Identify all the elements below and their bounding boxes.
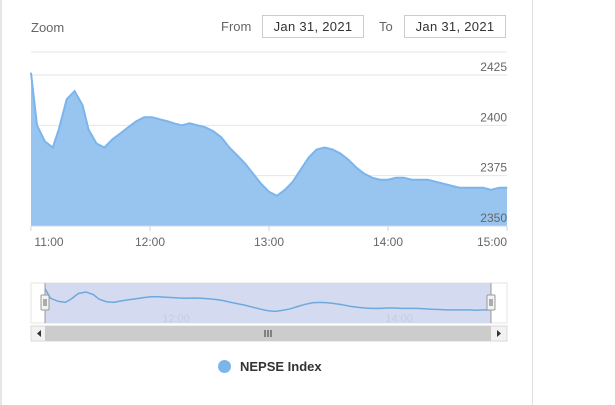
data-point (474, 187, 476, 189)
data-point (151, 116, 153, 118)
data-point (204, 126, 207, 128)
series-area (30, 72, 507, 226)
panel-border-left (0, 0, 2, 405)
data-point (466, 187, 468, 189)
data-point (355, 167, 357, 169)
data-point (276, 195, 278, 197)
data-point (316, 148, 318, 151)
data-point (30, 72, 32, 74)
data-point (244, 163, 246, 165)
data-point (212, 130, 215, 132)
data-point (403, 177, 405, 179)
data-point (339, 152, 341, 155)
data-point (52, 146, 54, 149)
data-point (220, 136, 222, 138)
data-point (458, 187, 460, 189)
navigator-series (44, 288, 491, 313)
data-point (435, 181, 437, 183)
series-line (30, 72, 507, 197)
scroll-left-icon[interactable] (37, 330, 41, 337)
data-point (189, 122, 191, 124)
data-point (363, 173, 365, 175)
data-point (450, 185, 453, 187)
panel-border-right (532, 0, 533, 405)
data-point (111, 138, 113, 140)
series-points (30, 72, 508, 197)
data-point (159, 118, 161, 120)
data-point (482, 187, 484, 189)
to-date-input[interactable]: Jan 31, 2021 (404, 15, 506, 38)
data-point (252, 173, 254, 175)
data-point (300, 169, 302, 171)
data-point (44, 140, 46, 142)
x-tick-label: 12:00 (135, 235, 165, 249)
y-axis: 2425 2400 2375 2350 (480, 60, 507, 225)
legend-marker (218, 360, 231, 373)
data-point (87, 128, 90, 130)
x-tick-label: 13:00 (254, 235, 284, 249)
navigator-selection[interactable] (45, 283, 491, 323)
data-point (167, 120, 169, 122)
data-point (119, 132, 121, 134)
data-point (181, 124, 183, 126)
data-point (58, 128, 60, 130)
data-point (173, 122, 175, 124)
data-point (95, 142, 98, 145)
data-point (442, 183, 445, 185)
zoom-label: Zoom (31, 20, 65, 35)
data-point (197, 124, 199, 126)
data-point (411, 179, 413, 181)
x-tick-label: 15:00 (477, 235, 507, 249)
from-label: From (221, 19, 252, 34)
data-point (127, 126, 129, 128)
data-point (228, 146, 230, 149)
navigator-handle-left[interactable] (40, 283, 50, 323)
x-tick-label: 14:00 (373, 235, 403, 249)
data-point (36, 124, 38, 126)
data-point (427, 179, 429, 181)
data-point (331, 148, 334, 151)
data-point (292, 181, 294, 183)
data-point (395, 177, 397, 179)
navigator-handle-right[interactable] (486, 283, 496, 323)
data-point (498, 187, 500, 189)
y-tick-label: 2400 (480, 110, 507, 124)
y-tick-label: 2375 (480, 161, 507, 175)
data-point (379, 179, 381, 181)
data-point (506, 187, 508, 189)
data-point (236, 154, 238, 157)
data-point (135, 120, 137, 122)
data-point (387, 179, 389, 181)
data-point (490, 189, 492, 191)
data-point (103, 146, 105, 149)
data-point (82, 104, 84, 106)
legend-item-label: NEPSE Index (240, 359, 322, 374)
data-point (284, 189, 286, 191)
y-tick-label: 2350 (480, 211, 507, 225)
scroll-right-icon[interactable] (497, 330, 501, 337)
data-point (66, 98, 68, 100)
data-point (323, 146, 326, 149)
y-tick-label: 2425 (480, 60, 507, 74)
data-point (308, 156, 310, 159)
data-point (268, 191, 270, 193)
data-point (419, 179, 421, 181)
data-point (143, 116, 145, 118)
data-point (371, 177, 373, 179)
data-point (74, 90, 76, 92)
scrollbar[interactable] (30, 325, 508, 342)
series-fill (31, 73, 507, 226)
x-tick-label: 11:00 (34, 235, 63, 249)
from-date-input[interactable]: Jan 31, 2021 (262, 15, 364, 38)
legend[interactable]: NEPSE Index (218, 359, 322, 374)
data-point (347, 159, 349, 161)
x-axis: 11:00 12:00 13:00 14:00 15:00 (30, 225, 508, 249)
data-point (260, 183, 262, 185)
to-label: To (379, 19, 393, 34)
